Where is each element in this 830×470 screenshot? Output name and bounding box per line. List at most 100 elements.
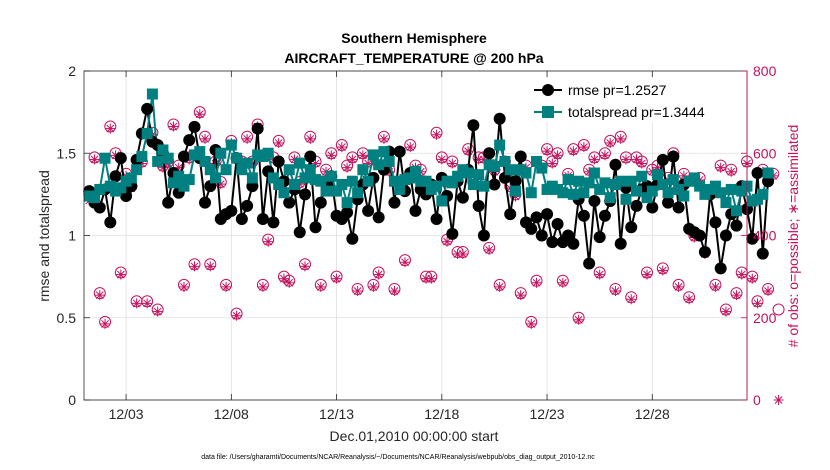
- obs-assimilated-point: [631, 154, 642, 165]
- totalspread-point: [652, 169, 664, 181]
- obs-assimilated-point: [152, 306, 163, 317]
- rmse-point: [546, 236, 559, 249]
- totalspread-point: [199, 155, 211, 167]
- totalspread-point: [294, 157, 306, 169]
- totalspread-point: [494, 139, 506, 151]
- totalspread-point: [320, 185, 332, 197]
- totalspread-point: [89, 192, 101, 204]
- totalspread-point: [173, 170, 185, 182]
- totalspread-point: [210, 172, 222, 184]
- obs-assimilated-point: [331, 273, 342, 284]
- rmse-point: [646, 201, 659, 214]
- rmse-point: [272, 155, 285, 168]
- totalspread-point: [641, 192, 653, 204]
- totalspread-point: [220, 164, 232, 176]
- totalspread-point: [662, 187, 674, 199]
- obs-assimilated-point: [357, 150, 368, 161]
- totalspread-point: [288, 179, 300, 191]
- obs-assimilated-point: [284, 277, 295, 288]
- totalspread-point: [136, 151, 148, 163]
- totalspread-point: [152, 155, 164, 167]
- y-tick-label: 0: [68, 392, 76, 408]
- obs-assimilated-point: [405, 142, 416, 153]
- obs-assimilated-point: [752, 298, 763, 309]
- obs-assimilated-point: [115, 269, 126, 280]
- totalspread-point: [694, 180, 706, 192]
- rmse-point: [472, 199, 485, 212]
- rmse-point: [477, 229, 490, 242]
- totalspread-point: [146, 88, 158, 100]
- legend-rmse-marker: [542, 84, 554, 96]
- totalspread-point: [178, 180, 190, 192]
- totalspread-point: [394, 183, 406, 195]
- rmse-point: [730, 219, 743, 232]
- rmse-point: [719, 229, 732, 242]
- legend-totalspread-marker: [542, 106, 554, 118]
- right-y-tick-label: 0: [753, 392, 761, 408]
- totalspread-point: [604, 192, 616, 204]
- totalspread-point: [615, 175, 627, 187]
- obs-assimilated-point: [763, 286, 774, 297]
- rmse-point: [188, 120, 201, 133]
- rmse-point: [446, 227, 459, 240]
- obs-assimilated-point: [142, 298, 153, 309]
- totalspread-point: [125, 172, 137, 184]
- rmse-point: [614, 237, 627, 250]
- rmse-point: [362, 204, 375, 217]
- rmse-point: [467, 119, 480, 132]
- rmse-point: [488, 178, 501, 191]
- totalspread-point: [646, 185, 658, 197]
- totalspread-point: [473, 169, 485, 181]
- axis-ticks: 12/03 12/08 12/13 12/18 12/23 12/2800.511.520…: [57, 63, 777, 422]
- totalspread-point: [467, 179, 479, 191]
- totalspread-point: [183, 174, 195, 186]
- x-tick-label: 12/18: [424, 406, 459, 422]
- rmse-point: [709, 216, 722, 229]
- totalspread-point: [131, 164, 143, 176]
- rmse-point: [698, 245, 711, 258]
- right-y-tick-label: 200: [753, 310, 777, 326]
- obs-assimilated-point: [731, 290, 742, 301]
- totalspread-point: [499, 155, 511, 167]
- y-tick-label: 0.5: [57, 310, 77, 326]
- totalspread-point: [678, 190, 690, 202]
- obs-assimilated-point: [231, 310, 242, 321]
- totalspread-point: [520, 167, 532, 179]
- totalspread-point: [278, 187, 290, 199]
- rmse-point: [114, 152, 127, 165]
- obs-assimilated-point: [242, 133, 253, 144]
- legend-totalspread-label: totalspread pr=1.3444: [568, 104, 705, 120]
- rmse-point: [256, 213, 269, 226]
- totalspread-point: [410, 165, 421, 177]
- y-axis-label: rmse and totalspread: [36, 170, 52, 302]
- totalspread-point: [325, 170, 337, 182]
- obs-assimilated-point: [373, 269, 384, 280]
- totalspread-point: [588, 167, 600, 179]
- rmse-point: [530, 211, 543, 224]
- totalspread-point: [241, 157, 253, 169]
- obs-assimilated-point: [642, 269, 653, 280]
- rmse-point: [625, 221, 638, 234]
- obs-assimilated-point: [431, 129, 442, 140]
- obs-assimilated-point: [578, 142, 589, 153]
- totalspread-point: [594, 183, 606, 195]
- right-y-tick-label: 400: [753, 228, 777, 244]
- obs-assimilated-point: [442, 236, 453, 247]
- x-tick-label: 12/13: [319, 406, 354, 422]
- obs-assimilated-point: [747, 273, 758, 284]
- totalspread-point: [141, 128, 153, 140]
- obs-assimilated-point: [205, 261, 216, 272]
- totalspread-point: [688, 172, 700, 184]
- obs-assimilated-point: [594, 269, 605, 280]
- obs-assimilated-point: [94, 290, 105, 301]
- obs-assimilated-point: [636, 158, 647, 169]
- obs-assimilated-point: [326, 150, 337, 161]
- x-tick-label: 12/23: [530, 406, 565, 422]
- rmse-point: [672, 201, 685, 214]
- obs-assimilated-point: [547, 158, 558, 169]
- obs-assimilated-point: [494, 281, 505, 292]
- totalspread-point: [436, 195, 448, 207]
- rmse-point: [177, 150, 190, 163]
- obs-assimilated-point: [720, 306, 731, 317]
- totalspread-point: [420, 175, 432, 187]
